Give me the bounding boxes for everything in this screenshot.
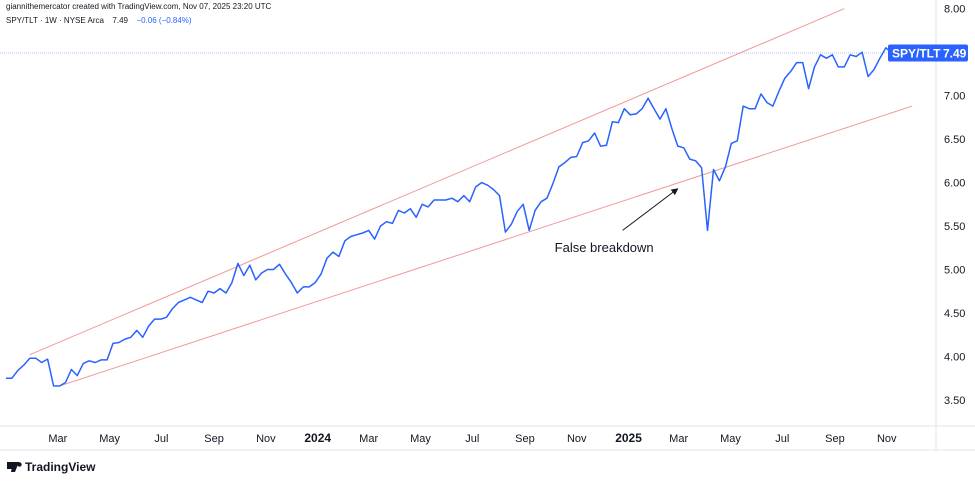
x-tick-label: Nov xyxy=(877,433,897,445)
x-axis: Mar May Jul Sep Nov 2024 Mar May Jul Sep Nov 2025 Ma… xyxy=(48,431,897,445)
y-tick-label: 3.50 xyxy=(944,395,965,407)
x-tick-label: Mar xyxy=(359,433,378,445)
y-tick-label: 6.00 xyxy=(944,178,965,190)
y-tick-label: 4.50 xyxy=(944,308,965,320)
credit-text: giannithemercator created with TradingVi… xyxy=(6,2,272,11)
x-tick-label: May xyxy=(410,433,431,445)
logo-mark-slash-icon xyxy=(11,462,19,472)
last-value-label: 7.49 xyxy=(112,16,128,25)
x-tick-label: Sep xyxy=(825,433,845,445)
x-tick-label: Sep xyxy=(204,433,224,445)
badge-background xyxy=(888,44,968,62)
symbol-label: SPY/TLT · 1W · NYSE Arca xyxy=(6,16,105,25)
symbol-legend: SPY/TLT · 1W · NYSE Arca 7.49 −0.06 (−0.… xyxy=(6,10,192,27)
x-tick-label: Jul xyxy=(465,433,479,445)
x-tick-label: Nov xyxy=(256,433,276,445)
x-tick-label: May xyxy=(720,433,741,445)
y-tick-label: 8.00 xyxy=(944,4,965,16)
badge-symbol: SPY/TLT xyxy=(892,47,941,61)
y-tick-label: 6.50 xyxy=(944,134,965,146)
y-axis: 3.504.004.505.005.506.006.507.007.508.00 xyxy=(944,4,965,407)
y-tick-label: 5.50 xyxy=(944,221,965,233)
logo-mark-dot-icon xyxy=(17,462,22,467)
change-label: −0.06 (−0.84%) xyxy=(136,16,191,25)
price-series-line xyxy=(6,47,893,387)
channel-upper-line xyxy=(29,8,845,356)
tradingview-logo xyxy=(7,462,22,472)
brand-name: TradingView xyxy=(25,460,96,474)
y-tick-label: 7.00 xyxy=(944,91,965,103)
x-tick-label: Nov xyxy=(567,433,587,445)
x-tick-label: Jul xyxy=(154,433,168,445)
x-tick-label: Sep xyxy=(515,433,535,445)
channel-lower-line xyxy=(59,105,913,387)
badge-value: 7.49 xyxy=(943,47,967,61)
annotation-text: False breakdown xyxy=(555,240,654,255)
y-tick-label: 4.00 xyxy=(944,351,965,363)
x-tick-label: May xyxy=(99,433,120,445)
x-tick-label: Mar xyxy=(48,433,67,445)
x-tick-label: Mar xyxy=(669,433,688,445)
logo-mark-icon xyxy=(7,462,13,469)
x-tick-label: 2025 xyxy=(615,431,642,445)
x-tick-label: Jul xyxy=(775,433,789,445)
x-tick-label: 2024 xyxy=(304,431,331,445)
last-value-badge: SPY/TLT 7.49 xyxy=(888,44,968,62)
annotation-arrow xyxy=(622,188,679,231)
y-tick-label: 5.00 xyxy=(944,265,965,277)
